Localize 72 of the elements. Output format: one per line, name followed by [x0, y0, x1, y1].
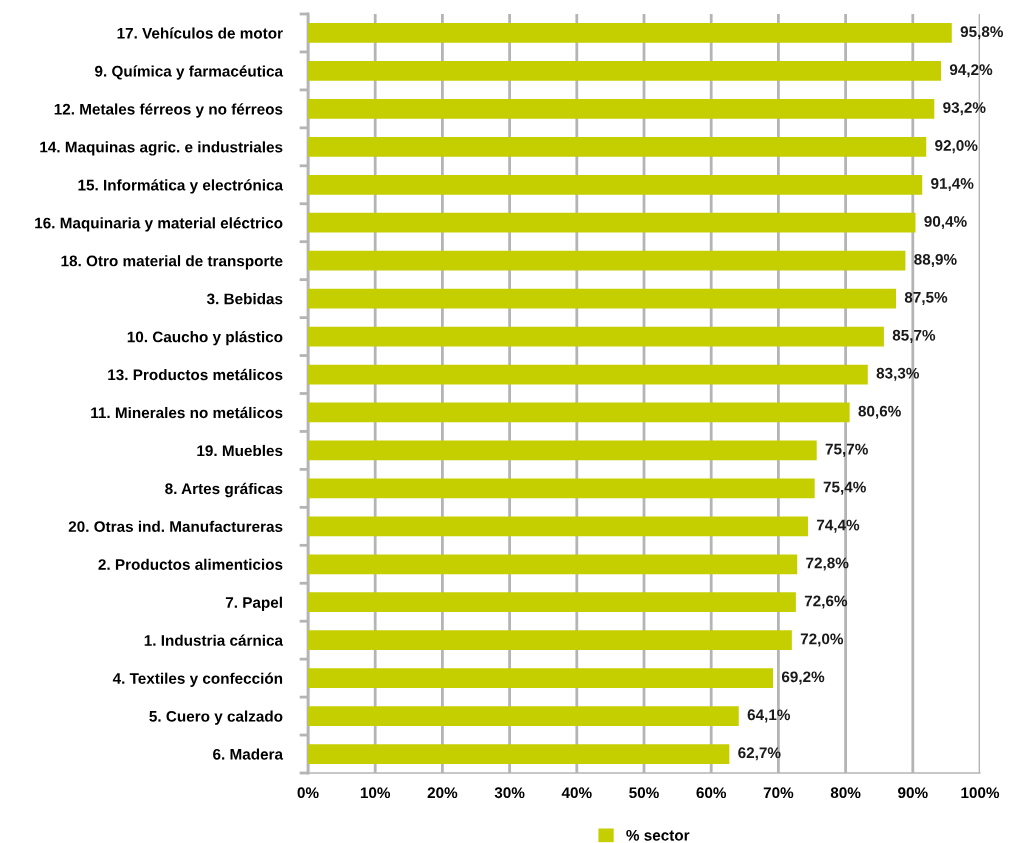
bar: [308, 288, 896, 309]
bar: [308, 554, 798, 575]
legend-label: % sector: [626, 829, 690, 841]
data-label: 72,8%: [806, 557, 849, 571]
y-tick-label: 4. Textiles y confección: [112, 672, 283, 687]
y-tick-label: 6. Madera: [213, 748, 284, 760]
x-tick-label: 50%: [629, 787, 659, 799]
y-tick-label: 1. Industria cárnica: [144, 634, 284, 646]
y-tick-label: 7. Papel: [225, 596, 282, 611]
bar: [308, 212, 916, 233]
x-tick-label: 100%: [961, 787, 1000, 799]
bar: [308, 478, 815, 499]
x-tick-label: 40%: [561, 787, 592, 799]
y-tick-label: 20. Otras ind. Manufactureras: [68, 520, 283, 533]
bar: [308, 99, 935, 119]
data-label: 95,8%: [960, 26, 1004, 40]
x-tick-label: 20%: [427, 787, 458, 799]
y-tick-label: 17. Vehículos de motor: [117, 27, 283, 39]
y-tick-label: 2. Productos alimenticios: [98, 558, 283, 570]
bar: [308, 744, 730, 764]
bar: [308, 592, 796, 613]
data-label: 72,6%: [804, 595, 848, 609]
bar: [308, 250, 906, 271]
bar: [308, 326, 884, 347]
y-tick-label: 11. Minerales no metálicos: [91, 406, 283, 419]
data-label: 90,4%: [924, 216, 967, 230]
x-tick-label: 30%: [494, 787, 525, 799]
data-label: 62,7%: [738, 747, 781, 761]
data-label: 88,9%: [914, 253, 957, 267]
y-tick-label: 14. Maquinas agric. e industriales: [40, 141, 283, 156]
y-tick-label: 12. Metales férreos y no férreos: [54, 103, 283, 118]
data-label: 85,7%: [892, 329, 936, 343]
y-tick-label: 9. Química y farmacéutica: [95, 65, 284, 80]
bar: [308, 706, 739, 726]
x-tick-label: 10%: [360, 787, 391, 799]
data-label: 92,0%: [935, 140, 978, 154]
data-label: 75,4%: [823, 481, 866, 495]
x-tick-label: 90%: [898, 787, 928, 799]
x-tick-label: 80%: [830, 787, 861, 799]
data-label: 93,2%: [943, 102, 986, 116]
y-tick-label: 13. Productos metálicos: [108, 368, 283, 381]
y-tick-label: 5. Cuero y calzado: [149, 710, 283, 725]
y-tick-label: 8. Artes gráficas: [165, 482, 283, 498]
x-tick-label: 70%: [763, 787, 794, 799]
bar: [308, 668, 774, 688]
bar: [308, 136, 927, 157]
y-tick-label: 3. Bebidas: [206, 293, 283, 305]
bar: [308, 402, 850, 423]
data-label: 64,1%: [747, 709, 790, 723]
y-tick-label: 15. Informática y electrónica: [78, 179, 284, 194]
x-tick-label: 60%: [696, 787, 727, 799]
bar: [308, 23, 952, 43]
y-tick-label: 16. Maquinaria y material eléctrico: [35, 217, 283, 232]
bar: [308, 174, 923, 195]
y-tick-label: 18. Otro material de transporte: [61, 255, 283, 270]
bar: [308, 630, 792, 651]
data-label: 69,2%: [781, 671, 825, 685]
data-label: 74,4%: [816, 519, 860, 533]
data-label: 83,3%: [876, 367, 920, 381]
bar: [308, 440, 817, 461]
data-label: 91,4%: [931, 178, 974, 192]
y-tick-label: 10. Caucho y plástico: [127, 330, 283, 346]
y-tick-label: 19. Muebles: [197, 444, 283, 457]
data-label: 75,7%: [825, 443, 868, 457]
bar: [308, 61, 942, 81]
bar: [308, 516, 808, 537]
bar: [308, 364, 868, 385]
data-label: 80,6%: [858, 405, 901, 419]
x-tick-label: 0%: [297, 787, 319, 799]
data-label: 94,2%: [949, 64, 993, 78]
data-label: 72,0%: [800, 633, 844, 647]
data-label: 87,5%: [904, 291, 948, 305]
